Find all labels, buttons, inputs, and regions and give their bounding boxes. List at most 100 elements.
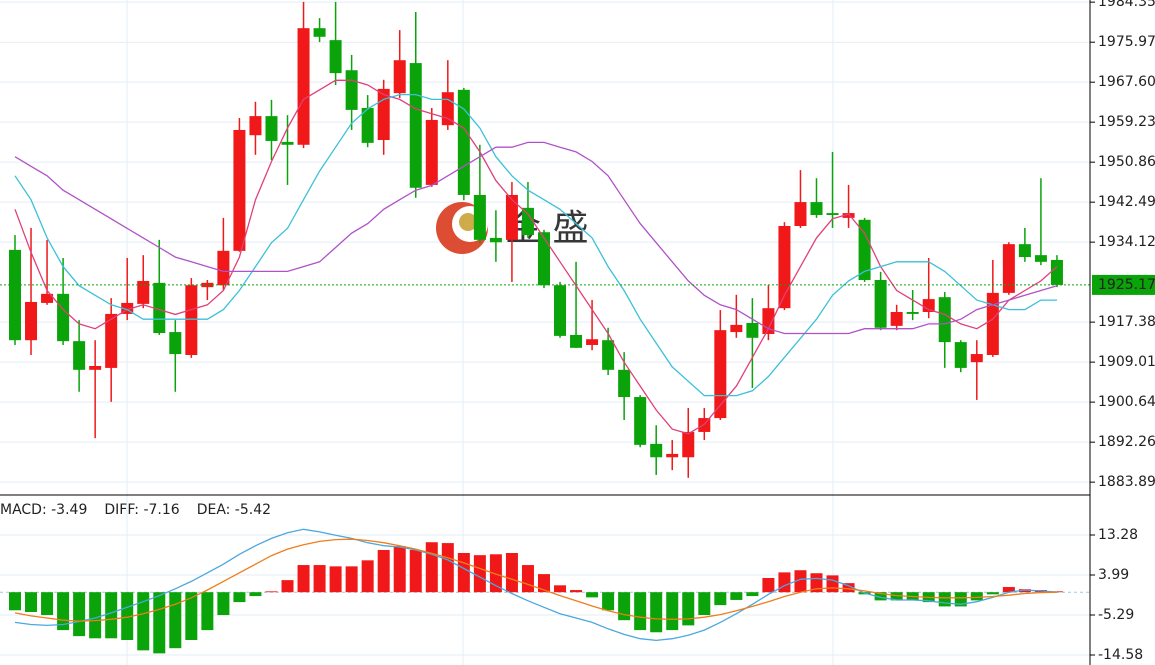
candle-body	[217, 250, 230, 286]
macd-bar	[954, 592, 967, 607]
candle-body	[874, 279, 887, 328]
macd-bar	[826, 575, 839, 593]
macd-bar	[41, 592, 54, 616]
candle-body	[602, 340, 615, 370]
y-tick-label: 1934.12	[1098, 234, 1155, 250]
macd-bar	[586, 592, 599, 598]
candle-body	[425, 119, 438, 185]
macd-bar	[393, 546, 406, 593]
macd-bar	[233, 592, 246, 603]
candle-body	[650, 443, 663, 458]
legend-entry: DEA: -5.42	[197, 502, 271, 518]
candle-body	[41, 293, 54, 303]
y-tick-label: -14.58	[1098, 647, 1143, 663]
macd-bar	[874, 592, 887, 601]
candle-body	[954, 342, 967, 368]
macd-bar	[169, 592, 182, 649]
macd-bar	[698, 592, 711, 616]
macd-bar	[1018, 589, 1031, 593]
candle-body	[345, 70, 358, 110]
candle-body	[618, 369, 631, 398]
macd-bar	[666, 592, 679, 631]
macd-bar	[281, 580, 294, 593]
macd-bar	[650, 592, 663, 633]
macd-bar	[377, 549, 390, 593]
macd-bar	[778, 572, 791, 593]
candle-body	[634, 397, 647, 445]
candle-body	[489, 237, 502, 243]
macd-bar	[249, 592, 262, 597]
macd-bar	[938, 592, 951, 607]
candle-body	[970, 354, 983, 363]
macd-bar	[682, 592, 695, 626]
y-tick-label: 1967.60	[1098, 74, 1155, 90]
y-tick-label: 1950.86	[1098, 154, 1155, 170]
candle-body	[25, 301, 38, 341]
macd-bar	[137, 592, 150, 651]
candle-body	[746, 322, 759, 338]
y-tick-label: 1984.35	[1098, 0, 1155, 10]
macd-bar	[794, 570, 807, 593]
line	[14, 538, 1058, 622]
macd-bar	[9, 592, 21, 611]
macd-bar	[89, 592, 102, 639]
candle-body	[457, 89, 470, 195]
macd-bar	[537, 574, 550, 593]
macd-bar	[890, 592, 903, 601]
macd-bar	[201, 592, 214, 631]
candle-body	[938, 297, 951, 343]
candle-body	[281, 141, 294, 145]
candle-body	[730, 324, 743, 333]
candle-body	[794, 202, 807, 226]
candle-body	[249, 116, 262, 136]
candle-body	[586, 339, 599, 345]
line	[14, 141, 1058, 335]
candle-body	[169, 332, 182, 355]
plot	[0, 1, 1090, 654]
candle-body	[570, 334, 583, 348]
candle-body	[521, 207, 534, 236]
candle-body	[554, 285, 567, 336]
macd-bar	[746, 592, 759, 597]
candle-body	[922, 299, 935, 313]
macd-bar	[505, 553, 518, 593]
macd-bar	[714, 592, 727, 606]
candle-body	[826, 213, 839, 216]
macd-bar	[297, 565, 310, 593]
y-tick-label: 1909.01	[1098, 354, 1155, 370]
candle-body	[842, 213, 855, 218]
macd-bar	[554, 585, 567, 593]
macd-bar	[409, 549, 422, 593]
macd-bar	[121, 592, 134, 641]
macd-bar	[986, 592, 999, 595]
candle-body	[1002, 244, 1015, 293]
macd-bar	[970, 592, 983, 601]
candle-body	[1034, 255, 1047, 262]
macd-bar	[618, 592, 631, 621]
candle-body	[409, 63, 422, 188]
macd-bar	[25, 592, 38, 613]
candle-body	[1018, 244, 1031, 258]
candle-body	[297, 28, 310, 145]
candle-body	[906, 312, 919, 314]
line	[14, 79, 1058, 435]
macd-bar	[425, 542, 438, 593]
candle-body	[441, 92, 454, 126]
macd-bar	[634, 592, 647, 631]
macd-bar	[345, 566, 358, 593]
macd-bar	[265, 591, 278, 593]
candle-body	[265, 116, 278, 141]
macd-bar	[73, 592, 86, 637]
y-tick-label: 13.28	[1098, 527, 1138, 543]
macd-bar	[361, 560, 374, 593]
macd-bar	[521, 565, 534, 593]
macd-bar	[730, 592, 743, 600]
macd-bar	[105, 592, 118, 639]
candle-body	[105, 313, 118, 368]
candle-body	[778, 225, 791, 309]
candle-body	[473, 194, 486, 240]
candle-body	[682, 431, 695, 458]
macd-bar	[762, 577, 775, 593]
y-tick-label: 1959.23	[1098, 114, 1155, 130]
